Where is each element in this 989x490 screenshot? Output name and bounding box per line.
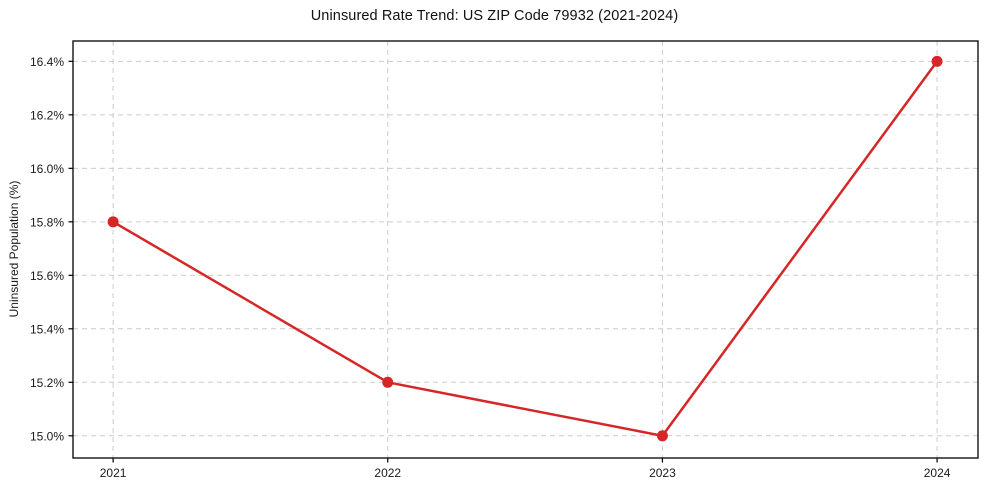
y-tick-label: 15.0% bbox=[30, 429, 64, 443]
x-tick-label: 2022 bbox=[374, 466, 401, 480]
x-tick-label: 2024 bbox=[924, 466, 951, 480]
y-tick-label: 15.4% bbox=[30, 322, 64, 336]
data-point-2023 bbox=[656, 430, 668, 442]
y-tick-label: 15.8% bbox=[30, 215, 64, 229]
chart-title: Uninsured Rate Trend: US ZIP Code 79932 … bbox=[310, 8, 679, 24]
y-tick-label: 16.2% bbox=[30, 108, 64, 122]
data-point-2021 bbox=[107, 216, 119, 228]
y-tick-label: 16.4% bbox=[30, 55, 64, 69]
x-tick-label: 2021 bbox=[100, 466, 127, 480]
y-tick-label: 16.0% bbox=[30, 162, 64, 176]
data-point-2022 bbox=[382, 376, 394, 388]
plot-border bbox=[72, 40, 979, 459]
y-tick-label: 15.2% bbox=[30, 376, 64, 390]
y-tick-label: 15.6% bbox=[30, 269, 64, 283]
trend-line bbox=[111, 60, 939, 438]
x-tick-label: 2023 bbox=[649, 466, 676, 480]
data-point-2024 bbox=[931, 55, 943, 67]
